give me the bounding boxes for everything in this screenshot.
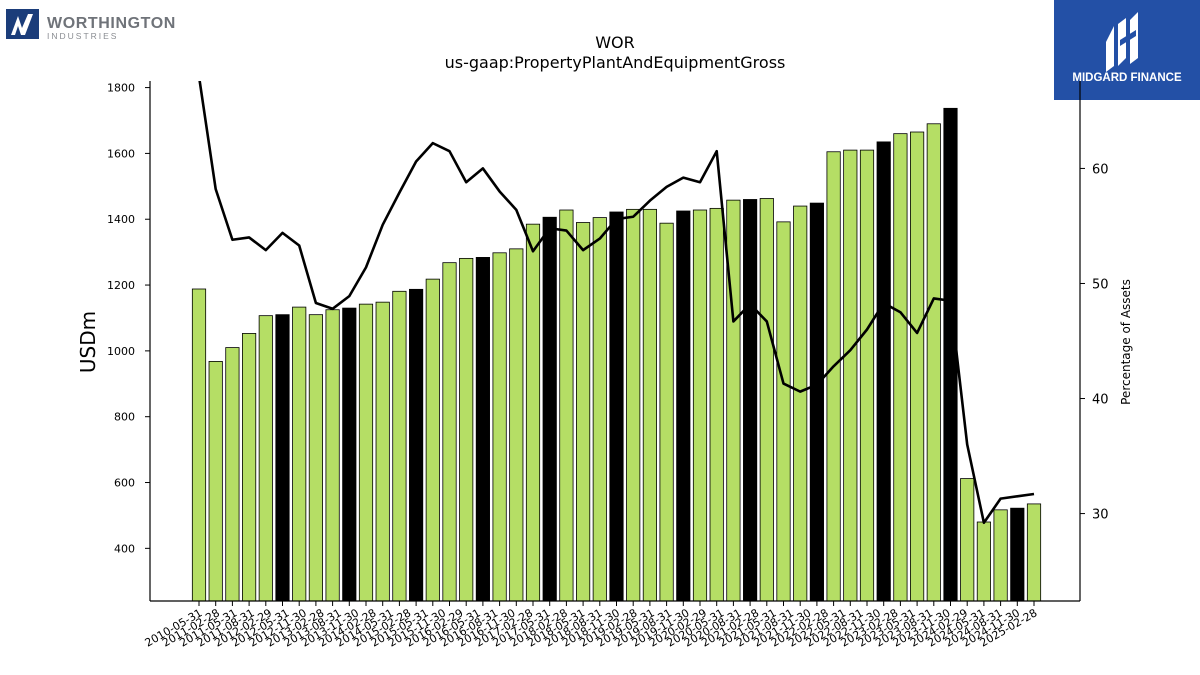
bar xyxy=(1010,507,1025,601)
bar xyxy=(776,221,791,601)
bar xyxy=(943,107,958,601)
bar xyxy=(191,288,207,601)
bar-series xyxy=(191,107,1042,601)
bar xyxy=(993,509,1008,601)
bar xyxy=(659,222,674,601)
bar xyxy=(258,315,273,601)
bar xyxy=(926,123,941,601)
line-path xyxy=(198,81,1035,525)
axes: 4006008001000120014001600180030405060201… xyxy=(107,81,1109,650)
bar xyxy=(709,207,724,601)
bar xyxy=(576,222,591,601)
chart-title: WOR xyxy=(595,33,635,52)
bar xyxy=(976,521,991,601)
bar xyxy=(1026,503,1042,601)
y-tick-label: 1000 xyxy=(107,345,135,358)
y-axis-label: USDm xyxy=(76,311,100,373)
bar xyxy=(726,199,741,601)
bar xyxy=(759,198,774,601)
bar xyxy=(509,248,524,601)
y2-axis-label: Percentage of Assets xyxy=(1119,279,1133,405)
bar xyxy=(375,301,390,601)
y2-tick-label: 60 xyxy=(1092,162,1109,177)
company-logo-name: WORTHINGTON xyxy=(47,15,176,32)
bar xyxy=(626,208,641,601)
bar xyxy=(308,314,323,601)
y-tick-label: 800 xyxy=(114,411,135,424)
bar xyxy=(475,257,490,601)
bar xyxy=(358,303,374,601)
company-logo-mark: WORTHINGTON INDUSTRIES xyxy=(6,9,176,41)
bar xyxy=(826,151,841,601)
bar xyxy=(876,141,891,601)
bar xyxy=(960,478,975,601)
bar xyxy=(559,209,574,601)
bar xyxy=(442,262,457,601)
bar xyxy=(859,149,875,601)
bar xyxy=(542,216,557,601)
company-logo: WORTHINGTON INDUSTRIES xyxy=(6,6,196,46)
line-series xyxy=(198,81,1035,525)
bar xyxy=(392,290,407,601)
bar xyxy=(893,133,908,601)
bar xyxy=(642,208,657,601)
brand-logo-mark: MIDGARD FINANCE xyxy=(1072,12,1182,84)
bar xyxy=(275,314,290,601)
bar xyxy=(525,223,541,601)
company-logo-sub: INDUSTRIES xyxy=(47,31,118,41)
bar xyxy=(425,278,440,601)
y-tick-label: 1200 xyxy=(107,279,135,292)
y-tick-label: 1400 xyxy=(107,213,135,226)
bar xyxy=(208,361,223,601)
y-tick-label: 1600 xyxy=(107,147,135,160)
bar xyxy=(793,205,808,601)
bar xyxy=(743,199,758,601)
y-tick-label: 1800 xyxy=(107,82,135,95)
bar xyxy=(292,306,307,601)
y2-tick-label: 30 xyxy=(1092,508,1109,523)
chart-subtitle: us-gaap:PropertyPlantAndEquipmentGross xyxy=(445,53,786,72)
bar xyxy=(492,252,507,601)
bar xyxy=(843,149,858,601)
bar xyxy=(459,257,474,601)
y2-tick-label: 40 xyxy=(1092,393,1109,408)
bar xyxy=(809,202,824,601)
bar xyxy=(225,347,240,601)
y-tick-label: 600 xyxy=(114,477,135,490)
brand-logo-name: MIDGARD FINANCE xyxy=(1072,72,1182,84)
y-tick-label: 400 xyxy=(114,542,135,555)
bar xyxy=(592,217,607,601)
y2-tick-label: 50 xyxy=(1092,277,1109,292)
bar xyxy=(676,210,691,601)
bar xyxy=(342,307,357,601)
bar xyxy=(242,333,257,601)
bar xyxy=(325,309,340,601)
bar xyxy=(409,288,424,601)
bar xyxy=(910,131,925,601)
bar xyxy=(692,209,708,601)
bar xyxy=(609,211,624,601)
brand-logo: MIDGARD FINANCE xyxy=(1054,0,1200,100)
